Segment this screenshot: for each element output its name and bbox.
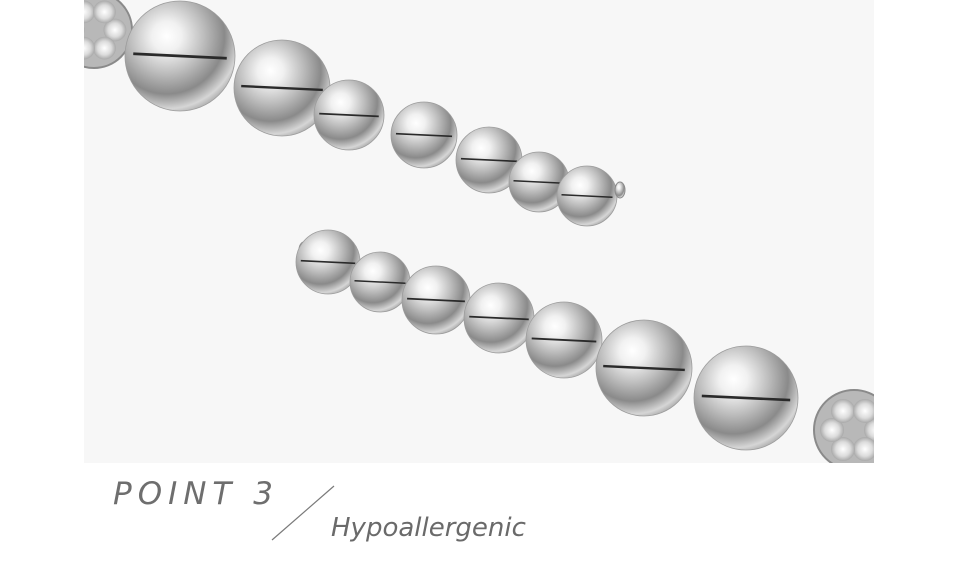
- bead-seam: [603, 364, 685, 372]
- crystal-stone: [93, 36, 116, 60]
- crystal-stone: [853, 437, 874, 462]
- bead-seam: [513, 180, 565, 184]
- crystal-stone: [84, 26, 85, 34]
- crystal-stone: [820, 418, 844, 442]
- bead-seam: [460, 157, 518, 163]
- bead-seam: [469, 315, 529, 321]
- crystal-stone: [84, 0, 95, 24]
- point-label: POINT 3: [113, 476, 279, 512]
- slash-divider: [271, 485, 335, 541]
- end-cap-top: [614, 181, 626, 199]
- bead-seam: [395, 132, 453, 138]
- bead-seam: [241, 84, 323, 92]
- bead-seam: [133, 52, 227, 60]
- bead-seam: [701, 394, 791, 402]
- bracelet-bead-ends-image: [84, 0, 874, 463]
- feature-label: Hypoallergenic: [331, 513, 526, 543]
- crystal-stone: [93, 0, 116, 24]
- bead-seam: [354, 280, 406, 284]
- bead-seam: [300, 259, 356, 265]
- crystal-stone: [831, 437, 855, 462]
- bead-seam: [561, 194, 613, 198]
- bead-seam: [407, 297, 465, 303]
- product-photo: [84, 0, 874, 463]
- crystal-stone: [864, 418, 874, 442]
- crystal-stone: [831, 398, 855, 423]
- crystal-stone: [853, 398, 874, 423]
- crystal-stone: [84, 36, 95, 60]
- bead-seam: [531, 337, 597, 343]
- crystal-stone: [103, 18, 127, 42]
- bead-seam: [319, 112, 379, 118]
